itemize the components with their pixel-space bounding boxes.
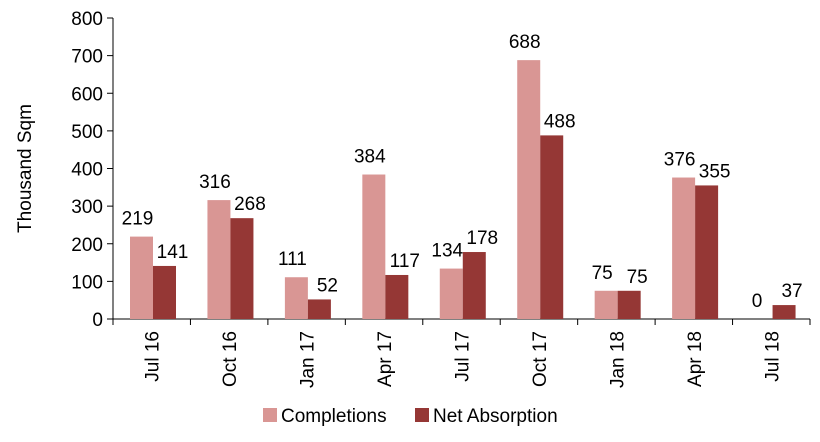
data-label-completions: 376	[664, 150, 696, 171]
data-label-net-absorption: 355	[699, 161, 731, 182]
data-label-net-absorption: 141	[157, 242, 189, 263]
bar-net-absorption	[540, 135, 564, 319]
y-axis: 0 100 200 300 400 500 600 700 800	[71, 9, 114, 331]
bar-net-absorption	[385, 274, 409, 319]
data-label-net-absorption: 117	[390, 251, 420, 272]
data-label-completions: 111	[278, 249, 307, 270]
legend-label-completions: Completions	[281, 406, 387, 427]
bar-net-absorption	[462, 252, 486, 319]
data-label-net-absorption: 52	[317, 275, 338, 296]
data-label-completions: 316	[199, 172, 231, 193]
bar-completions	[439, 268, 463, 319]
data-label-net-absorption: 37	[781, 281, 802, 302]
data-label-completions: 688	[509, 32, 541, 53]
bar-completions	[130, 236, 153, 319]
y-tick-label: 300	[71, 197, 103, 218]
x-tick-label: Apr 17	[375, 331, 396, 387]
x-tick-label: Jul 18	[762, 331, 783, 382]
x-tick-label: Jul 17	[453, 331, 474, 382]
y-tick-label: 500	[71, 122, 103, 143]
x-tick-label: Jan 18	[607, 331, 628, 388]
x-tick-label: Oct 17	[530, 331, 551, 387]
y-tick-label: 200	[71, 235, 103, 256]
x-tick-label: Jul 16	[143, 331, 164, 382]
bar-completions	[207, 200, 231, 319]
bar-completions	[284, 277, 308, 319]
bar-completions	[594, 290, 618, 319]
bar-completions	[672, 177, 696, 319]
data-label-net-absorption: 488	[544, 111, 576, 132]
data-label-completions: 384	[354, 147, 386, 168]
bar-net-absorption	[617, 290, 641, 319]
legend: Completions Net Absorption	[263, 406, 558, 427]
legend-swatch-completions	[263, 408, 277, 422]
legend-swatch-net-absorption	[415, 408, 429, 422]
bars-group	[130, 60, 796, 319]
x-axis: Jul 16 Oct 16 Jan 17 Apr 17 Jul 17 Oct 17 Jan …	[112, 318, 811, 388]
y-tick-label: 0	[92, 310, 103, 331]
data-label-net-absorption: 268	[234, 194, 266, 215]
y-tick-label: 400	[71, 160, 103, 181]
data-label-completions: 75	[592, 263, 613, 284]
data-label-completions: 0	[752, 291, 763, 312]
y-tick-label: 600	[71, 84, 103, 105]
legend-label-net-absorption: Net Absorption	[433, 406, 558, 427]
y-tick-label: 100	[71, 272, 103, 293]
y-tick-label: 800	[71, 9, 103, 30]
bar-net-absorption	[695, 185, 719, 319]
bar-completions	[362, 174, 386, 319]
y-tick-label: 700	[71, 47, 103, 68]
bar-completions	[517, 60, 541, 319]
x-tick-label: Jan 17	[298, 331, 319, 388]
data-label-completions: 219	[122, 209, 154, 230]
x-tick-label: Apr 18	[685, 331, 706, 387]
data-label-completions: 134	[431, 241, 463, 262]
bar-net-absorption	[230, 218, 254, 319]
data-label-net-absorption: 178	[466, 228, 498, 249]
y-axis-title: Thousand Sqm	[15, 104, 36, 233]
data-label-net-absorption: 75	[627, 267, 648, 288]
x-tick-label: Oct 16	[220, 331, 241, 387]
bar-net-absorption	[772, 305, 796, 319]
bar-net-absorption	[153, 265, 176, 319]
bar-net-absorption	[307, 299, 331, 319]
